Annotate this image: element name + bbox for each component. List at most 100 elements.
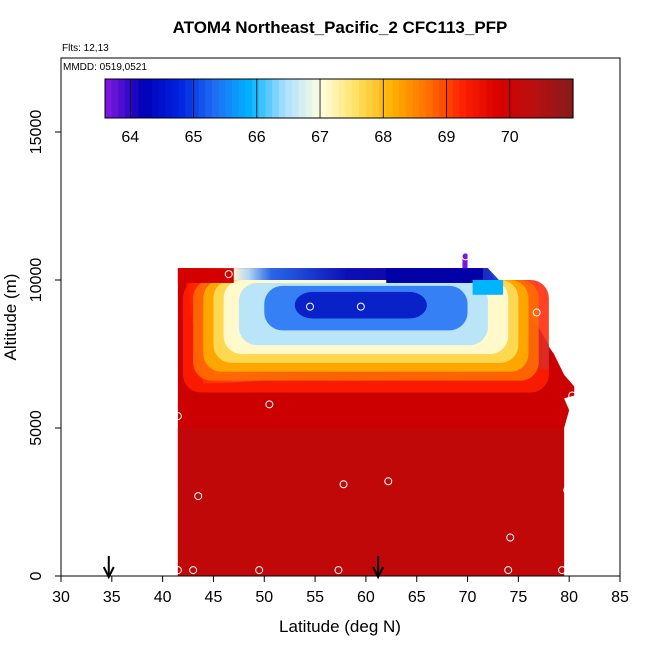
colorbar <box>104 78 574 119</box>
colorbar-cell-1 <box>111 79 119 118</box>
sample-point-13 <box>506 533 515 542</box>
colorbar-cell-22 <box>252 79 260 118</box>
colorbar-cell-55 <box>472 79 480 118</box>
colorbar-cell-46 <box>412 79 420 118</box>
sample-point-17 <box>334 566 343 575</box>
colorbar-cell-65 <box>539 79 547 118</box>
sample-point-3 <box>356 302 365 311</box>
colorbar-cell-23 <box>258 79 267 118</box>
colorbar-cell-38 <box>359 79 367 118</box>
sample-points <box>168 252 577 575</box>
x-tick-75: 75 <box>509 589 527 606</box>
x-tick-55: 55 <box>306 589 324 606</box>
colorbar-cell-7 <box>151 79 160 118</box>
colorbar-cell-47 <box>419 79 427 118</box>
colorbar-cell-14 <box>198 79 206 118</box>
colorbar-cell-35 <box>339 79 347 118</box>
curtain-top-blue <box>386 268 483 283</box>
colorbar-tick-69: 69 <box>438 129 456 146</box>
colorbar-cell-52 <box>452 79 460 118</box>
x-tick-35: 35 <box>103 589 121 606</box>
colorbar-tick-68: 68 <box>374 129 392 146</box>
colorbar-cell-24 <box>265 79 273 118</box>
sample-point-15 <box>189 566 198 575</box>
colorbar-cell-69 <box>566 79 574 118</box>
y-tick-0: 0 <box>28 571 45 580</box>
colorbar-cell-32 <box>318 79 327 118</box>
colorbar-cell-39 <box>365 79 374 118</box>
sample-point-18 <box>504 566 513 575</box>
colorbar-tick-64: 64 <box>121 129 139 146</box>
sample-point-6 <box>568 391 577 400</box>
colorbar-cell-67 <box>552 79 561 118</box>
flights-label: Flts: 12,13 <box>62 43 109 54</box>
x-tick-80: 80 <box>560 589 578 606</box>
colorbar-cell-31 <box>312 79 320 118</box>
colorbar-cell-45 <box>405 79 414 118</box>
sample-point-5 <box>532 308 541 317</box>
y-tick-5000: 5000 <box>28 410 45 446</box>
colorbar-tick-67: 67 <box>311 129 329 146</box>
y-tick-15000: 15000 <box>28 110 45 155</box>
colorbar-cell-18 <box>225 79 233 118</box>
colorbar-cell-17 <box>218 79 226 118</box>
chart-title: ATOM4 Northeast_Pacific_2 CFC113_PFP <box>173 18 508 37</box>
colorbar-cell-44 <box>399 79 407 118</box>
x-tick-65: 65 <box>408 589 426 606</box>
sample-point-0 <box>168 264 177 273</box>
colorbar-cell-4 <box>131 79 140 118</box>
curtain-fill <box>177 253 575 576</box>
colorbar-cell-68 <box>559 79 567 118</box>
colorbar-cell-36 <box>345 79 353 118</box>
sample-point-8 <box>265 400 274 409</box>
sample-point-1 <box>224 270 233 279</box>
sample-point-19 <box>558 566 567 575</box>
colorbar-cell-40 <box>372 79 380 118</box>
colorbar-cell-13 <box>191 79 200 118</box>
colorbar-cell-6 <box>145 79 153 118</box>
colorbar-cell-10 <box>171 79 180 118</box>
colorbar-cell-21 <box>245 79 253 118</box>
sample-point-10 <box>339 480 348 489</box>
sample-point-11 <box>384 477 393 486</box>
colorbar-cell-0 <box>105 79 113 118</box>
colorbar-frame <box>104 78 574 119</box>
colorbar-cell-25 <box>272 79 280 118</box>
colorbar-cell-57 <box>486 79 494 118</box>
colorbar-ticks: 64 65 66 67 68 69 70 <box>121 79 519 146</box>
colorbar-cell-20 <box>238 79 246 118</box>
colorbar-cell-66 <box>546 79 554 118</box>
colorbar-cell-3 <box>125 79 133 118</box>
colorbar-cell-27 <box>285 79 293 118</box>
colorbar-cell-8 <box>158 79 166 118</box>
x-tick-40: 40 <box>154 589 172 606</box>
sample-point-7 <box>173 412 182 421</box>
curtain-band-7 <box>294 291 427 319</box>
x-axis: 30 35 40 45 50 55 60 65 70 75 80 85 <box>52 576 629 606</box>
x-tick-30: 30 <box>52 589 70 606</box>
colorbar-cell-19 <box>232 79 240 118</box>
x-tick-60: 60 <box>357 589 375 606</box>
curtain-top-red <box>177 268 234 283</box>
colorbar-cell-2 <box>118 79 126 118</box>
colorbar-cell-62 <box>519 79 527 118</box>
colorbar-cell-54 <box>466 79 474 118</box>
flight-markers <box>102 556 384 580</box>
sample-point-4 <box>461 252 470 261</box>
flight-marker-arrow-0 <box>102 566 115 580</box>
colorbar-cell-33 <box>325 79 333 118</box>
x-tick-45: 45 <box>205 589 223 606</box>
colorbar-cell-64 <box>532 79 541 118</box>
colorbar-cell-49 <box>432 79 440 118</box>
dates-label: MMDD: 0519,0521 <box>63 62 147 73</box>
sample-point-12 <box>563 486 572 495</box>
x-axis-label: Latitude (deg N) <box>279 617 401 636</box>
colorbar-tick-70: 70 <box>501 129 519 146</box>
x-tick-70: 70 <box>459 589 477 606</box>
colorbar-cell-42 <box>385 79 394 118</box>
colorbar-cell-15 <box>205 79 213 118</box>
colorbar-cell-5 <box>138 79 146 118</box>
colorbar-cell-48 <box>425 79 434 118</box>
colorbar-cell-53 <box>459 79 467 118</box>
